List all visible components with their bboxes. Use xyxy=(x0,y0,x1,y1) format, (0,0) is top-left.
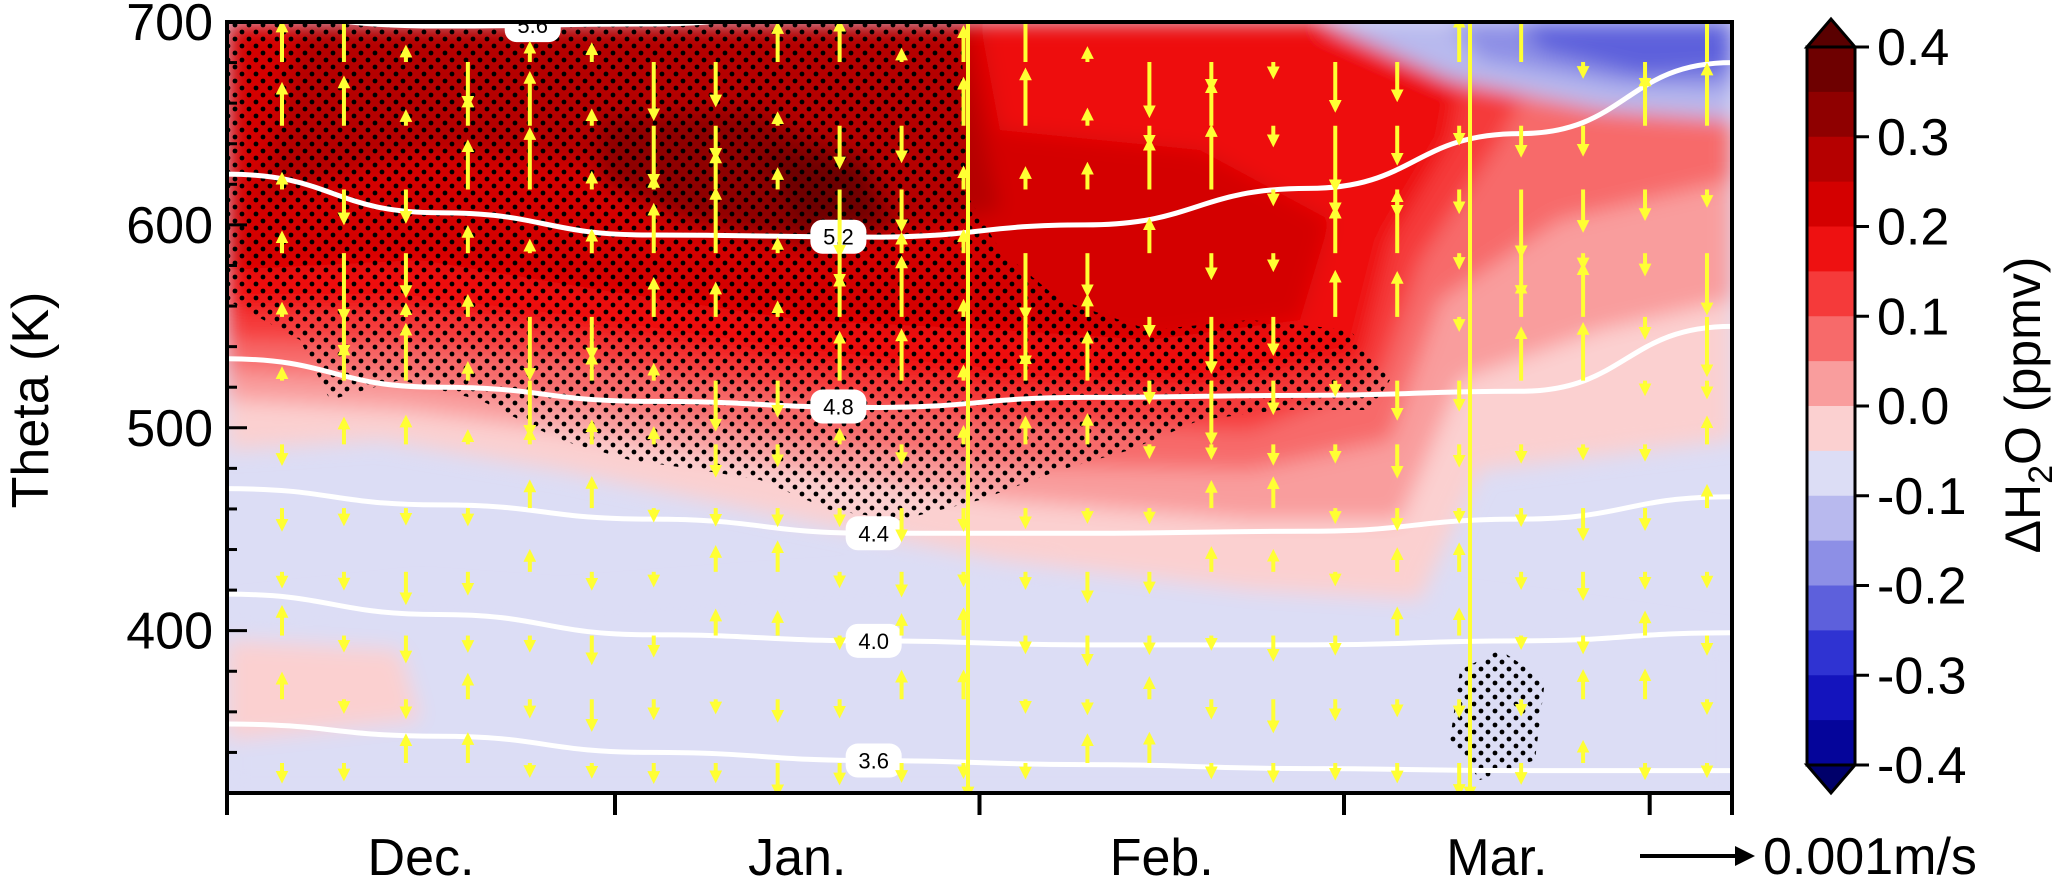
x-tick-label: Jan. xyxy=(748,829,846,881)
contour-label-box xyxy=(845,623,902,658)
colorbar-label: ΔH2O (ppmv) xyxy=(1995,257,2060,554)
contour-line xyxy=(227,486,1732,536)
colorbar-swatch xyxy=(1807,585,1855,631)
colorbar-max-extend xyxy=(1803,16,1859,49)
colorbar-min-extend xyxy=(1803,763,1859,796)
colorbar-swatch xyxy=(1807,675,1855,721)
colorbar-swatch xyxy=(1807,495,1855,542)
contour-line xyxy=(227,60,1732,240)
colorbar-tick-label: -0.1 xyxy=(1877,468,1967,526)
colorbar-swatch xyxy=(1807,316,1855,362)
contour-line xyxy=(227,323,1732,411)
y-tick-label: 600 xyxy=(126,197,213,255)
colorbar-swatch xyxy=(1807,226,1855,272)
y-tick-label: 500 xyxy=(126,400,213,458)
x-tick-label: Feb. xyxy=(1110,829,1214,881)
colorbar-swatch xyxy=(1807,630,1855,676)
colorbar-tick-label: 0.1 xyxy=(1877,288,1949,346)
colorbar-tick-label: 0.0 xyxy=(1877,378,1949,436)
contour-label: 4.0 xyxy=(858,629,889,654)
colorbar-tick-label: 0.4 xyxy=(1877,19,1949,77)
contour-line xyxy=(328,22,732,29)
contour-label: 4.4 xyxy=(858,521,889,546)
x-tick-label: Dec. xyxy=(368,829,475,881)
wind-reference-key: 0.001m/s xyxy=(1640,828,1977,881)
colorbar-swatch xyxy=(1807,450,1855,497)
y-tick-label: 400 xyxy=(126,603,213,661)
contour-label: 5.6 xyxy=(517,13,548,38)
x-tick-label: Mar. xyxy=(1446,829,1547,881)
colorbar-tick-label: -0.3 xyxy=(1877,647,1967,705)
colorbar-swatch xyxy=(1807,720,1855,766)
colorbar-swatch xyxy=(1807,91,1855,138)
colorbar-swatch xyxy=(1807,136,1855,183)
y-tick-label: 700 xyxy=(126,0,213,52)
x-axis: Dec. Jan. Feb. Mar. xyxy=(225,793,1734,881)
colorbar-tick-label: -0.2 xyxy=(1877,558,1967,616)
contour-label-box xyxy=(845,516,902,551)
colorbar-swatch xyxy=(1807,406,1855,452)
contour-label-box xyxy=(810,389,867,424)
wind-reference-label: 0.001m/s xyxy=(1763,828,1977,881)
colorbar: 0.4 0.3 0.2 0.1 0.0 -0.1 -0.2 -0.3 -0.4 ΔH2O (ppm… xyxy=(1803,16,2060,796)
contour-label-box xyxy=(504,22,561,43)
contour-line xyxy=(227,721,1732,774)
contour-label: 4.8 xyxy=(823,395,854,420)
colorbar-swatch xyxy=(1807,181,1855,228)
colorbar-tick-label: 0.3 xyxy=(1877,109,1949,167)
colorbar-tick-label: 0.2 xyxy=(1877,199,1949,257)
colorbar-swatch xyxy=(1807,47,1855,93)
contour-label-box xyxy=(845,743,902,778)
colorbar-swatch xyxy=(1807,540,1855,587)
contour-label: 3.6 xyxy=(858,749,889,774)
wind-arrows xyxy=(275,22,1714,793)
contour-lines: 5.65.24.84.44.03.6 xyxy=(227,13,1732,778)
colorbar-swatch xyxy=(1807,361,1855,407)
y-axis: 400 500 600 700 xyxy=(126,0,247,754)
contour-line xyxy=(227,591,1732,648)
colorbar-swatch xyxy=(1807,271,1855,317)
colorbar-tick-label: -0.4 xyxy=(1877,737,1967,795)
anomaly-field xyxy=(227,22,1732,793)
y-axis-label: Theta (K) xyxy=(2,292,60,509)
